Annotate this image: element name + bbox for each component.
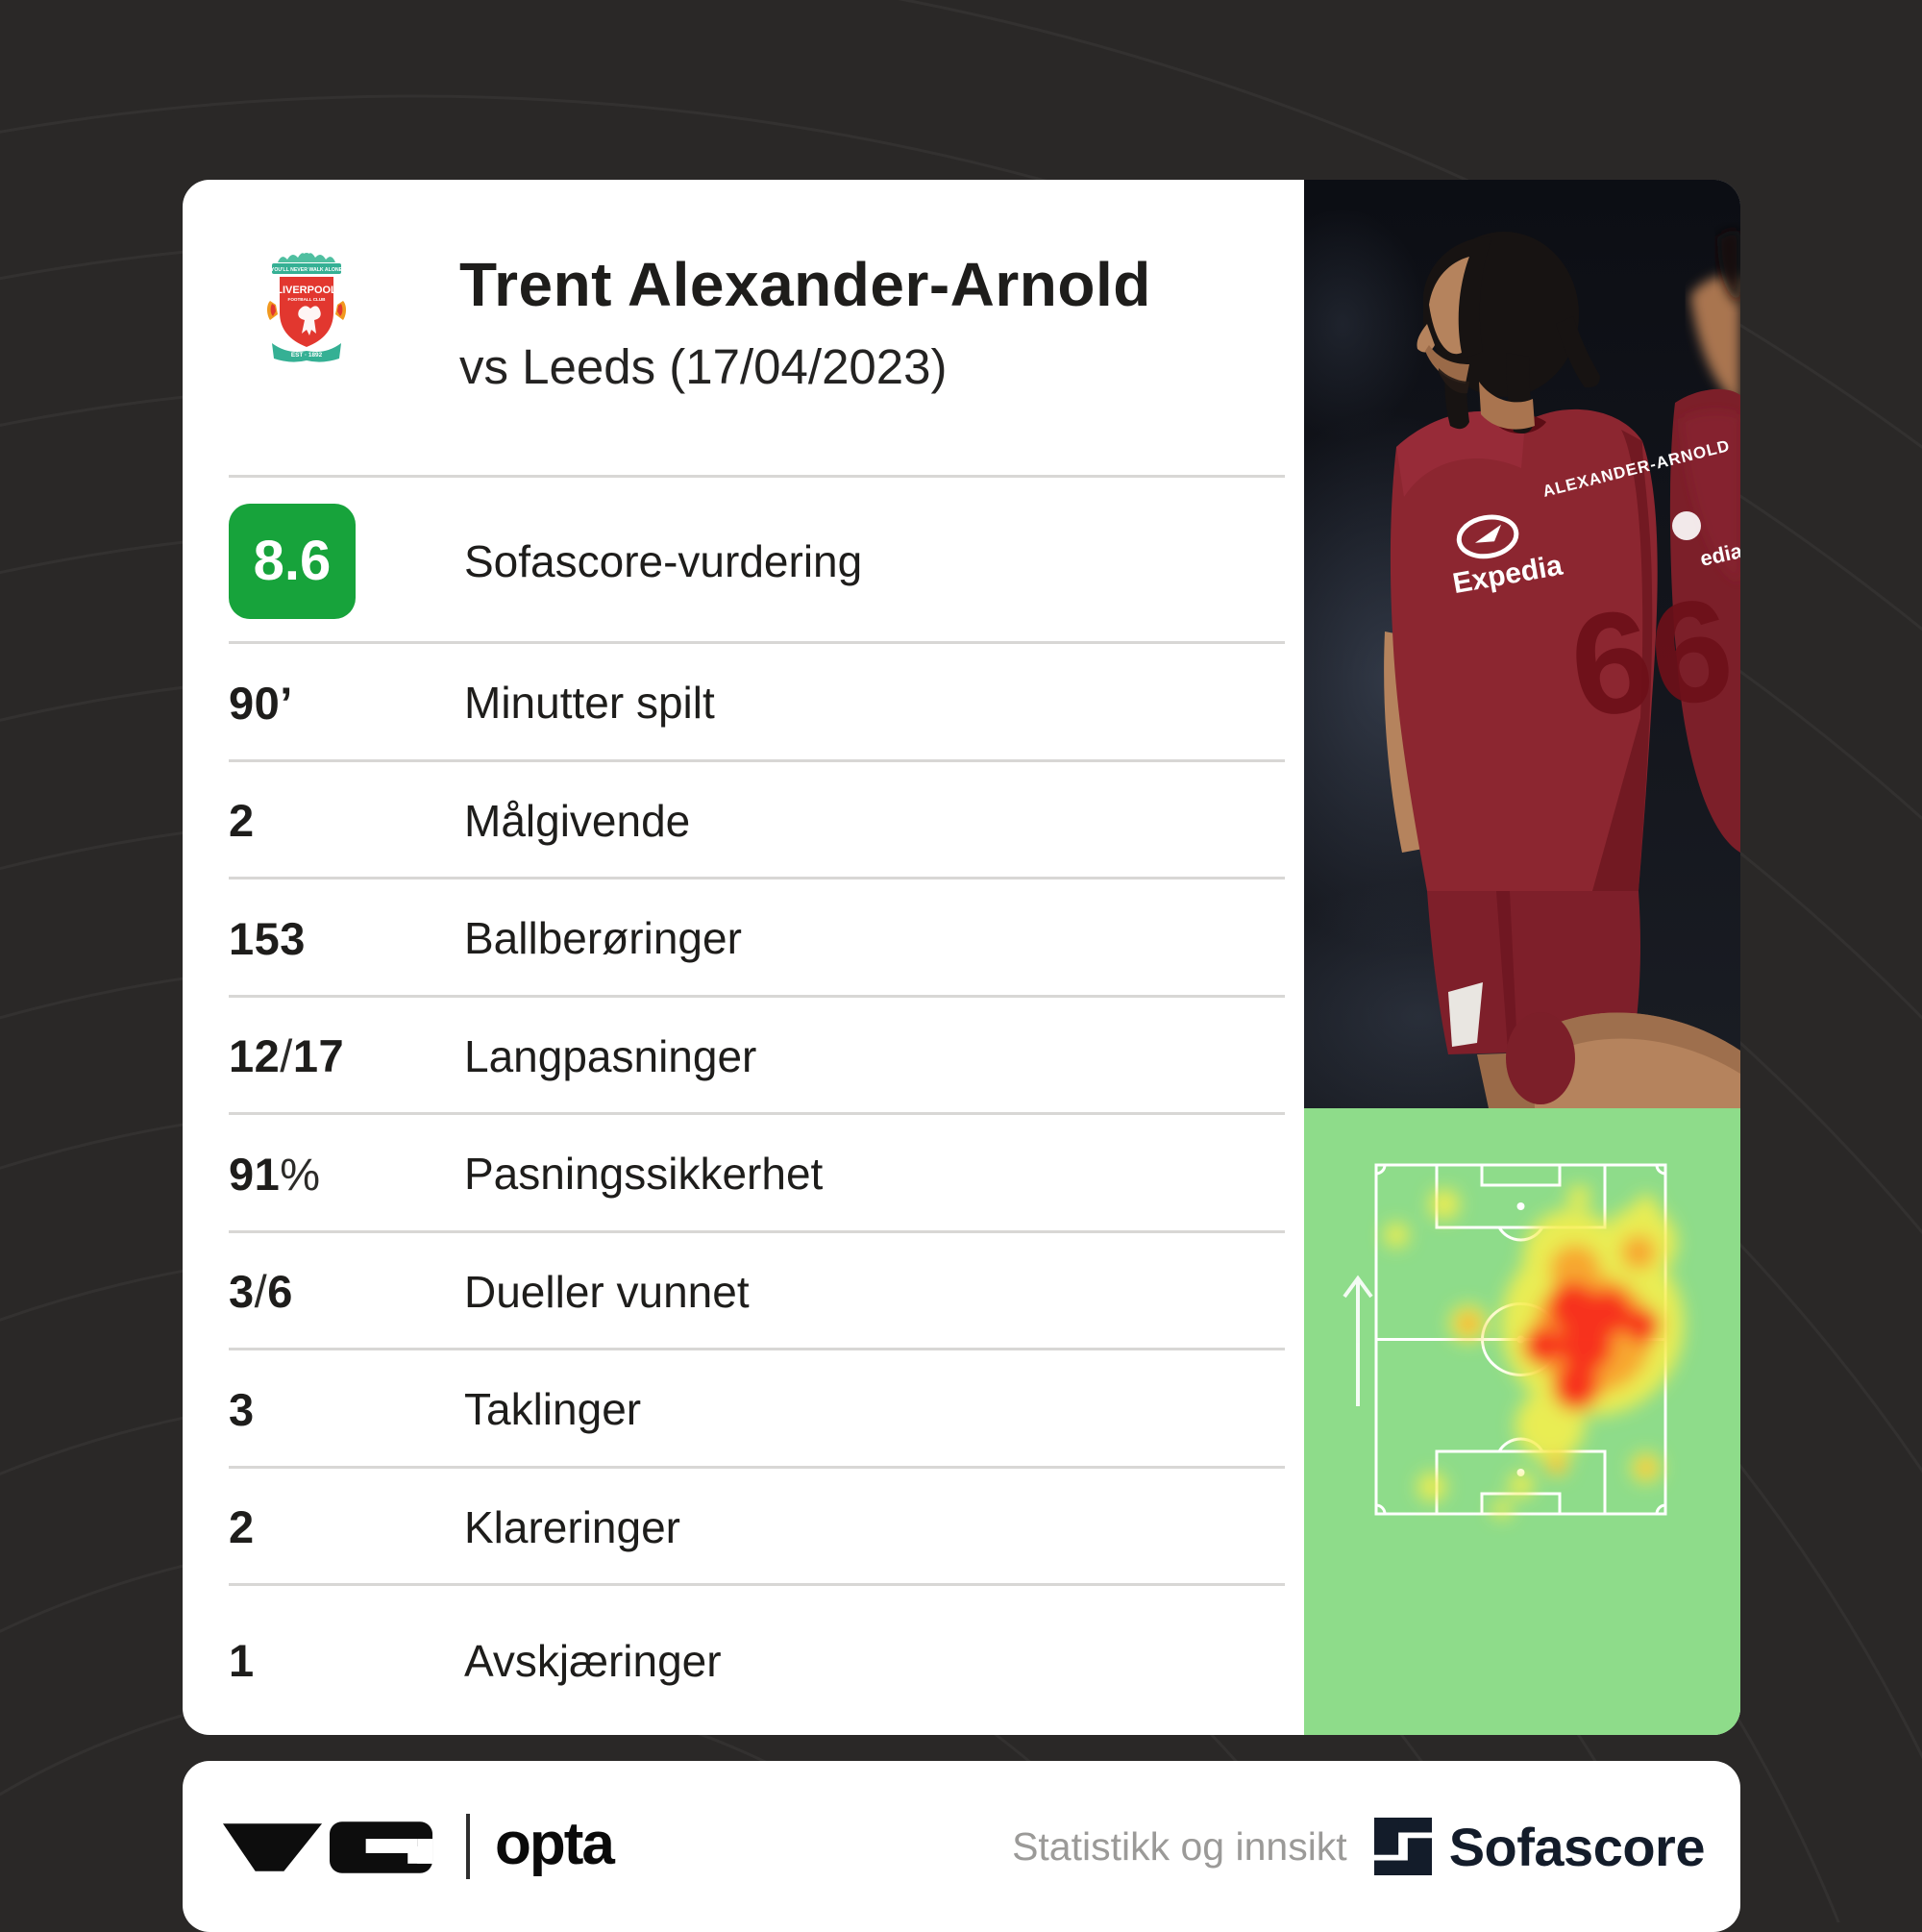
divider <box>229 1112 1285 1115</box>
divider <box>229 994 1285 998</box>
rating-badge: 8.6 <box>229 503 356 619</box>
stat-label: Minutter spilt <box>464 678 715 729</box>
sofascore-icon <box>1373 1818 1432 1875</box>
stat-value: 1 <box>229 1635 255 1686</box>
stat-label: Langpasninger <box>464 1030 757 1081</box>
page-subtitle: vs Leeds (17/04/2023) <box>459 339 948 395</box>
divider <box>229 641 1285 644</box>
stat-value: 153 <box>229 912 306 964</box>
opta-logo: opta <box>495 1810 615 1877</box>
stat-value: 3 <box>229 1383 255 1435</box>
stat-label: Pasningssikkerhet <box>464 1149 824 1200</box>
stats-list: 90’ Minutter spilt 2 Målgivende 153 Ball… <box>183 644 1304 1735</box>
heatmap-pitch <box>1304 1108 1740 1735</box>
divider <box>229 1465 1285 1469</box>
divider <box>229 758 1285 762</box>
player-photo-illustration: edia ALEXANDER-ARNOLD <box>1304 180 1740 1108</box>
stat-label: Ballberøringer <box>464 913 742 964</box>
stat-row: 91% Pasningssikkerhet <box>183 1115 1304 1233</box>
stat-row: 2 Målgivende <box>183 762 1304 879</box>
divider <box>229 475 1285 478</box>
card-header: YOU'LL NEVER WALK ALONE LIVERPOOL FOOTBA… <box>183 180 1304 478</box>
footer-right: Statistikk og innsikt Sofascore <box>1012 1816 1705 1878</box>
divider <box>229 877 1285 879</box>
stat-label: Målgivende <box>464 795 691 846</box>
stat-value: 12/17 <box>229 1030 345 1082</box>
attack-direction-arrow-icon <box>1343 1275 1373 1406</box>
stat-row: 12/17 Langpasninger <box>183 998 1304 1115</box>
brand-separator <box>466 1814 470 1879</box>
divider <box>229 1229 1285 1233</box>
stat-value: 2 <box>229 1501 255 1553</box>
rating-label: Sofascore-vurdering <box>464 535 863 586</box>
crest-banner-top: YOU'LL NEVER WALK ALONE <box>271 267 343 273</box>
jersey-number: 66 <box>1561 566 1740 749</box>
stat-label: Avskjæringer <box>464 1635 722 1686</box>
page-title: Trent Alexander-Arnold <box>459 250 1151 319</box>
footer-tagline: Statistikk og innsikt <box>1012 1823 1347 1869</box>
crest-club-name: LIVERPOOL <box>276 285 337 296</box>
stat-value: 91% <box>229 1148 321 1200</box>
vg-logo <box>222 1821 433 1873</box>
stat-row: 3/6 Dueller vunnet <box>183 1233 1304 1350</box>
heatmap <box>1304 1108 1740 1735</box>
second-player-fragment: edia <box>1669 230 1740 853</box>
stat-label: Dueller vunnet <box>464 1266 750 1317</box>
header-titles: Trent Alexander-Arnold vs Leeds (17/04/2… <box>459 251 1151 395</box>
crest-club-subname: FOOTBALL CLUB <box>288 297 327 302</box>
stat-value: 2 <box>229 795 255 847</box>
stat-row: 90’ Minutter spilt <box>183 644 1304 762</box>
divider <box>229 1583 1285 1586</box>
main-player: ALEXANDER-ARNOLD Expedia 66 <box>1384 232 1740 1108</box>
stat-row: 3 Taklinger <box>183 1350 1304 1469</box>
stat-value: 3/6 <box>229 1266 293 1318</box>
stat-label: Taklinger <box>464 1384 642 1435</box>
player-photo: edia ALEXANDER-ARNOLD <box>1304 180 1740 1108</box>
player-stats-card: YOU'LL NEVER WALK ALONE LIVERPOOL FOOTBA… <box>183 180 1740 1735</box>
divider <box>229 1348 1285 1350</box>
liverpool-crest-icon: YOU'LL NEVER WALK ALONE LIVERPOOL FOOTBA… <box>267 253 346 362</box>
stats-column: YOU'LL NEVER WALK ALONE LIVERPOOL FOOTBA… <box>183 180 1304 1735</box>
stat-row: 1 Avskjæringer <box>183 1586 1304 1735</box>
rating-row: 8.6 Sofascore-vurdering <box>183 478 1304 644</box>
stat-row: 153 Ballberøringer <box>183 879 1304 998</box>
crest-banner-bottom: EST · 1892 <box>291 352 323 359</box>
heat-blobs <box>1384 1185 1684 1519</box>
stat-row: 2 Klareringer <box>183 1469 1304 1586</box>
stat-value: 90’ <box>229 677 293 729</box>
media-column: edia ALEXANDER-ARNOLD <box>1304 180 1740 1735</box>
rating-value: 8.6 <box>253 530 332 592</box>
footer-bar: opta Statistikk og innsikt Sofascore <box>183 1761 1740 1932</box>
sofascore-logo-text: Sofascore <box>1448 1816 1706 1877</box>
stat-label: Klareringer <box>464 1501 680 1552</box>
